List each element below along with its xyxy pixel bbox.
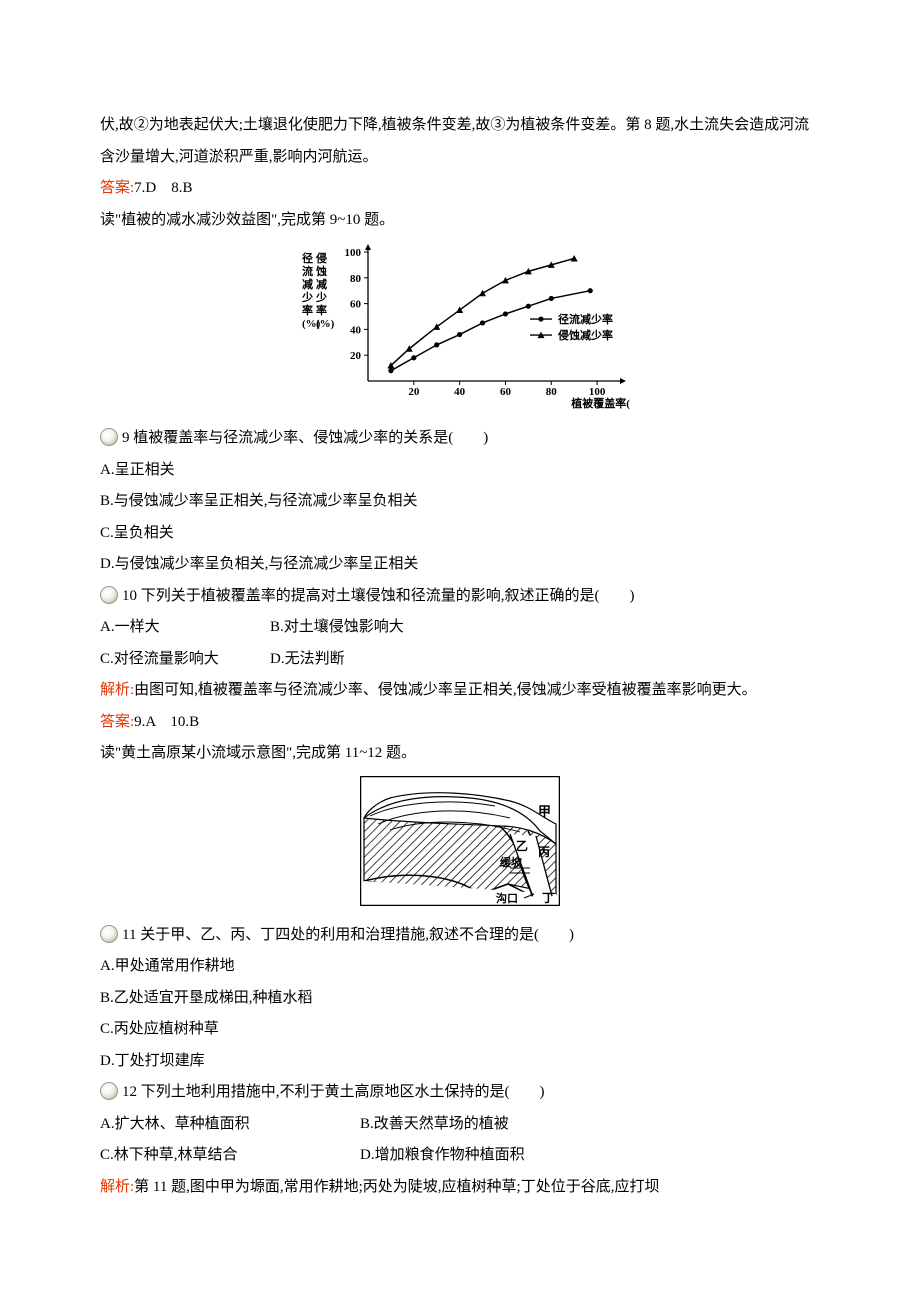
svg-text:40: 40 <box>350 324 362 336</box>
question-12: 12 下列土地利用措施中,不利于黄土高原地区水土保持的是( ) <box>100 1077 820 1109</box>
svg-text:少: 少 <box>301 290 313 304</box>
svg-text:蚀: 蚀 <box>315 264 327 278</box>
q11-option-b: B.乙处适宜开垦成梯田,种植水稻 <box>100 983 820 1015</box>
bullet-icon <box>100 925 118 943</box>
answer-label: 答案: <box>100 714 134 730</box>
svg-text:60: 60 <box>500 386 512 398</box>
svg-text:60: 60 <box>350 299 362 311</box>
question-11: 11 关于甲、乙、丙、丁四处的利用和治理措施,叙述不合理的是( ) <box>100 920 820 952</box>
chart-intro: 读"植被的减水减沙效益图",完成第 9~10 题。 <box>100 205 820 237</box>
answer-9-10-value: 9.A 10.B <box>134 714 199 730</box>
bullet-icon <box>100 1082 118 1100</box>
vegetation-chart: 2040608010020406080100径流减少率(%)侵蚀减少率(%)植被… <box>100 244 820 409</box>
svg-text:率: 率 <box>302 303 313 317</box>
bullet-icon <box>100 586 118 604</box>
q12-options-cd: C.林下种草,林草结合D.增加粮食作物种植面积 <box>100 1140 820 1172</box>
svg-text:100: 100 <box>345 247 362 259</box>
q11-option-c: C.丙处应植树种草 <box>100 1014 820 1046</box>
q12-option-d: D.增加粮食作物种植面积 <box>360 1140 620 1172</box>
svg-text:缓坡: 缓坡 <box>500 855 523 869</box>
svg-text:径: 径 <box>302 251 313 265</box>
svg-text:100: 100 <box>589 386 606 398</box>
svg-text:80: 80 <box>350 273 362 285</box>
q11-option-d: D.丁处打坝建库 <box>100 1046 820 1078</box>
para-continuation: 伏,故②为地表起伏大;土壤退化使肥力下降,植被条件变差,故③为植被条件变差。第 … <box>100 110 820 173</box>
svg-text:侵蚀减少率: 侵蚀减少率 <box>557 328 613 342</box>
q10-option-d: D.无法判断 <box>270 644 530 676</box>
q9-option-b: B.与侵蚀减少率呈正相关,与径流减少率呈负相关 <box>100 486 820 518</box>
answer-7-8-value: 7.D 8.B <box>134 180 192 196</box>
answer-9-10: 答案:9.A 10.B <box>100 707 820 739</box>
q11-option-a: A.甲处通常用作耕地 <box>100 951 820 983</box>
q12-options-ab: A.扩大林、草种植面积B.改善天然草场的植被 <box>100 1109 820 1141</box>
bullet-icon <box>100 428 118 446</box>
q10-options-cd: C.对径流量影响大D.无法判断 <box>100 644 820 676</box>
question-9: 9 植被覆盖率与径流减少率、侵蚀减少率的关系是( ) <box>100 423 820 455</box>
q10-options-ab: A.一样大B.对土壤侵蚀影响大 <box>100 612 820 644</box>
explanation-9-10-text: 由图可知,植被覆盖率与径流减少率、侵蚀减少率呈正相关,侵蚀减少率受植被覆盖率影响… <box>134 682 757 698</box>
svg-text:流: 流 <box>302 264 313 278</box>
q12-option-b: B.改善天然草场的植被 <box>360 1109 620 1141</box>
explanation-9-10: 解析:由图可知,植被覆盖率与径流减少率、侵蚀减少率呈正相关,侵蚀减少率受植被覆盖… <box>100 675 820 707</box>
q11-text: 11 关于甲、乙、丙、丁四处的利用和治理措施,叙述不合理的是( ) <box>122 927 574 943</box>
svg-text:侵: 侵 <box>315 251 327 265</box>
svg-text:植被覆盖率(%): 植被覆盖率(%) <box>570 396 630 409</box>
svg-text:径流减少率: 径流减少率 <box>558 312 613 326</box>
q10-option-c: C.对径流量影响大 <box>100 644 270 676</box>
diagram-intro: 读"黄土高原某小流域示意图",完成第 11~12 题。 <box>100 738 820 770</box>
q10-text: 10 下列关于植被覆盖率的提高对土壤侵蚀和径流量的影响,叙述正确的是( ) <box>122 588 635 604</box>
svg-text:少: 少 <box>315 290 327 304</box>
svg-text:40: 40 <box>454 386 466 398</box>
svg-text:率: 率 <box>316 303 327 317</box>
svg-text:沟口: 沟口 <box>496 891 518 905</box>
q10-option-b: B.对土壤侵蚀影响大 <box>270 612 530 644</box>
q12-option-c: C.林下种草,林草结合 <box>100 1140 360 1172</box>
svg-text:80: 80 <box>546 386 558 398</box>
svg-text:丙: 丙 <box>538 845 550 859</box>
q9-option-a: A.呈正相关 <box>100 455 820 487</box>
svg-text:20: 20 <box>408 386 420 398</box>
svg-text:丁: 丁 <box>542 891 554 905</box>
q12-option-a: A.扩大林、草种植面积 <box>100 1109 360 1141</box>
svg-text:乙: 乙 <box>516 839 528 853</box>
explanation-label: 解析: <box>100 682 134 698</box>
q10-option-a: A.一样大 <box>100 612 270 644</box>
q9-option-d: D.与侵蚀减少率呈负相关,与径流减少率呈正相关 <box>100 549 820 581</box>
explanation-11-12-text: 第 11 题,图中甲为塬面,常用作耕地;丙处为陡坡,应植树种草;丁处位于谷底,应… <box>134 1179 659 1195</box>
answer-7-8: 答案:7.D 8.B <box>100 173 820 205</box>
q9-option-c: C.呈负相关 <box>100 518 820 550</box>
answer-label: 答案: <box>100 180 134 196</box>
explanation-label: 解析: <box>100 1179 134 1195</box>
svg-text:(%): (%) <box>316 318 335 330</box>
svg-text:减: 减 <box>316 277 327 291</box>
q12-text: 12 下列土地利用措施中,不利于黄土高原地区水土保持的是( ) <box>122 1084 545 1100</box>
q9-text: 9 植被覆盖率与径流减少率、侵蚀减少率的关系是( ) <box>122 430 488 446</box>
explanation-11-12: 解析:第 11 题,图中甲为塬面,常用作耕地;丙处为陡坡,应植树种草;丁处位于谷… <box>100 1172 820 1204</box>
loess-diagram: 甲乙丙缓坡沟口 丁 <box>100 776 820 906</box>
svg-text:减: 减 <box>302 277 313 291</box>
svg-text:甲: 甲 <box>538 804 551 819</box>
svg-text:20: 20 <box>350 350 362 362</box>
question-10: 10 下列关于植被覆盖率的提高对土壤侵蚀和径流量的影响,叙述正确的是( ) <box>100 581 820 613</box>
